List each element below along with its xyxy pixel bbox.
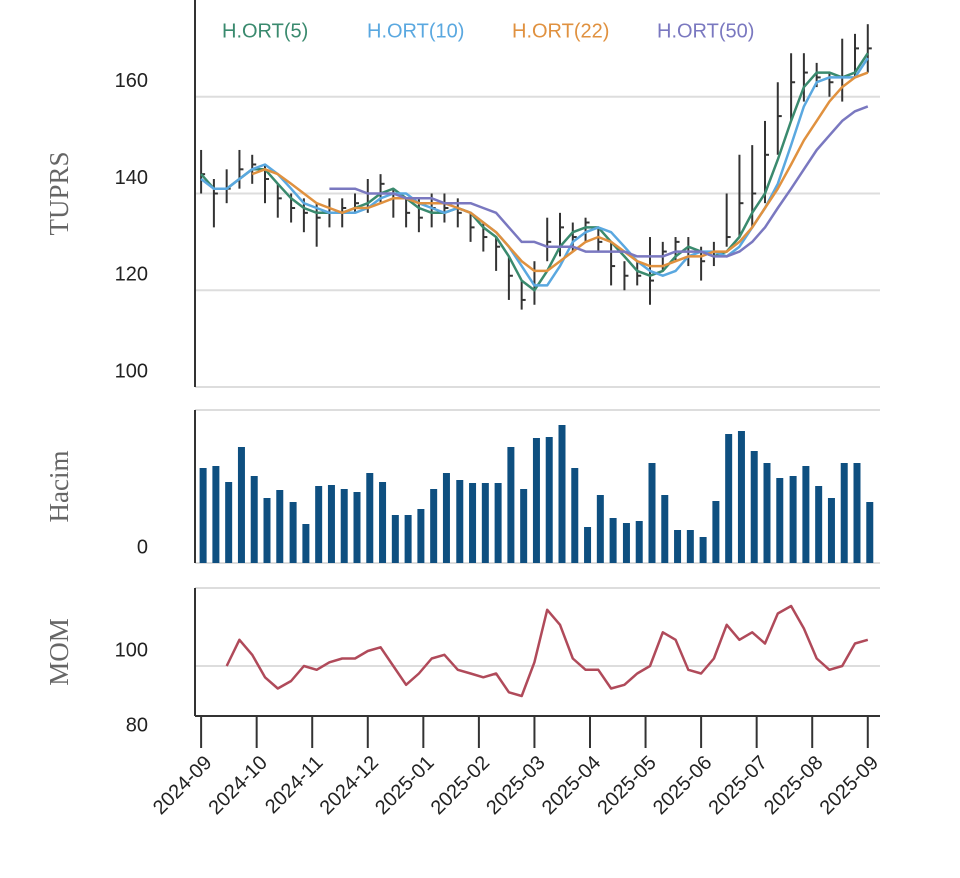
- bar: [558, 425, 566, 563]
- bar: [763, 463, 771, 563]
- bar: [622, 523, 630, 563]
- x-tick-label: 2025-08: [760, 752, 827, 819]
- bar: [789, 476, 797, 563]
- bar: [661, 495, 669, 563]
- x-tick-label: 2025-02: [427, 752, 494, 819]
- bar: [263, 498, 271, 563]
- bar: [648, 463, 656, 563]
- bar: [353, 492, 361, 563]
- ma-line: [329, 105, 869, 258]
- y-axis-title: TUPRS: [44, 151, 74, 235]
- bar: [571, 468, 579, 563]
- x-tick-label: 2025-01: [371, 752, 438, 819]
- x-tick-label: 2024-11: [261, 752, 327, 818]
- bar: [686, 530, 694, 563]
- ma-line: [200, 57, 869, 287]
- bar: [866, 502, 874, 563]
- bar: [289, 502, 297, 563]
- legend-label: H.ORT(50): [657, 20, 754, 42]
- bar: [366, 473, 374, 563]
- ma-line: [251, 71, 869, 273]
- bar: [699, 537, 707, 563]
- bar: [674, 530, 682, 563]
- bar: [596, 495, 604, 563]
- bar: [456, 480, 464, 563]
- bar: [853, 463, 861, 563]
- bar: [532, 438, 540, 563]
- bar: [737, 431, 745, 563]
- y-tick-label: 120: [115, 264, 148, 286]
- bar: [199, 468, 207, 563]
- bar: [507, 447, 515, 563]
- x-tick-label: 2024-09: [149, 752, 216, 819]
- bar: [609, 518, 617, 563]
- bar: [250, 476, 258, 563]
- bar: [815, 486, 823, 563]
- y-tick-label: 80: [126, 714, 148, 736]
- y-tick-label: 140: [115, 167, 148, 189]
- bar: [379, 482, 387, 563]
- y-tick-label: 100: [115, 360, 148, 382]
- bar: [776, 478, 784, 563]
- ma-line: [200, 52, 869, 292]
- bar: [442, 473, 450, 563]
- bar: [494, 483, 502, 563]
- bar: [840, 463, 848, 563]
- legend-label: H.ORT(10): [367, 20, 464, 42]
- bar: [481, 483, 489, 563]
- y-tick-label: 100: [115, 639, 148, 661]
- bar: [212, 466, 220, 563]
- bar: [340, 489, 348, 563]
- bar: [469, 483, 477, 563]
- x-tick-label: 2024-10: [204, 752, 271, 819]
- bar: [430, 489, 438, 563]
- mom-line: [225, 604, 869, 698]
- bar: [827, 498, 835, 563]
- x-tick-label: 2025-09: [816, 752, 883, 819]
- bar: [302, 524, 310, 563]
- x-tick-label: 2024-12: [316, 752, 383, 819]
- bar: [712, 501, 720, 563]
- bar: [635, 521, 643, 563]
- bar: [315, 486, 323, 563]
- x-tick-label: 2025-03: [482, 752, 549, 819]
- legend-label: H.ORT(22): [512, 20, 609, 42]
- x-tick-label: 2025-04: [538, 752, 605, 819]
- y-tick-label: 0: [137, 536, 148, 558]
- bar: [237, 447, 245, 563]
- bar: [545, 437, 553, 563]
- bar: [225, 482, 233, 563]
- x-tick-label: 2025-06: [649, 752, 716, 819]
- y-axis-title: Hacim: [44, 451, 74, 523]
- bar: [404, 515, 412, 563]
- bar: [725, 434, 733, 563]
- bar: [520, 489, 528, 563]
- bar: [276, 490, 284, 563]
- legend-label: H.ORT(5): [222, 20, 308, 42]
- y-tick-label: 160: [115, 70, 148, 92]
- y-axis-title: MOM: [44, 618, 74, 686]
- bar: [327, 485, 335, 563]
- bar: [750, 451, 758, 563]
- bar: [391, 515, 399, 563]
- bar: [584, 527, 592, 563]
- x-tick-label: 2025-05: [593, 752, 660, 819]
- x-tick-label: 2025-07: [704, 752, 771, 819]
- bar: [417, 509, 425, 563]
- bar: [802, 466, 810, 563]
